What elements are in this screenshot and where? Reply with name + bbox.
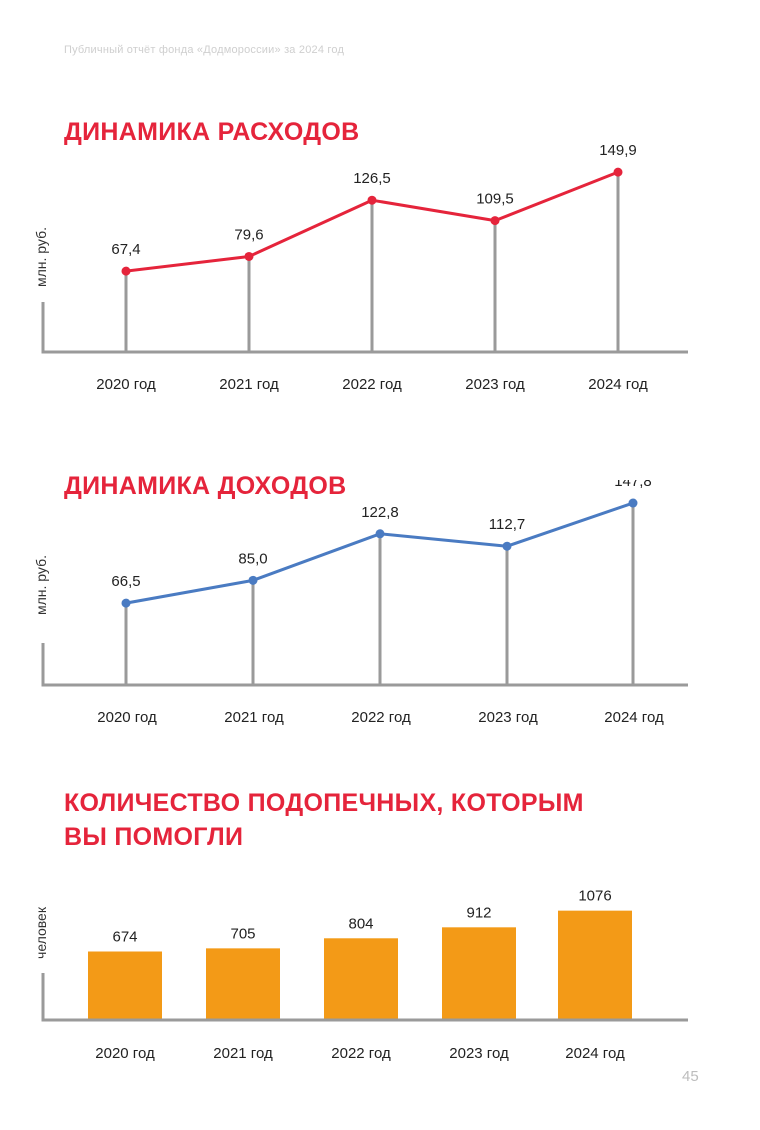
wards-x-tick-label: 2024 год <box>565 1045 625 1062</box>
wards-x-tick-label: 2023 год <box>449 1045 509 1062</box>
income-value-label: 66,5 <box>111 573 140 590</box>
income-value-label: 85,0 <box>238 550 267 567</box>
income-point <box>628 498 638 508</box>
income-y-label: млн. руб. <box>33 555 49 615</box>
income-value-label: 147,8 <box>614 480 652 490</box>
expenses-point <box>244 251 254 261</box>
income-x-tick-label: 2023 год <box>478 709 538 726</box>
wards-value-label: 804 <box>348 915 373 932</box>
wards-bar <box>206 948 280 1020</box>
report-header-note: Публичный отчёт фонда «Додмороссии» за 2… <box>64 44 345 56</box>
wards-value-label: 674 <box>112 929 137 946</box>
expenses-x-tick-label: 2024 год <box>588 376 648 393</box>
expenses-value-label: 126,5 <box>353 170 391 187</box>
expenses-value-label: 149,9 <box>599 142 637 159</box>
wards-bar <box>324 938 398 1020</box>
income-point <box>502 541 512 551</box>
wards-x-tick-label: 2020 год <box>95 1045 155 1062</box>
wards-x-tick-label: 2021 год <box>213 1045 273 1062</box>
expenses-point <box>121 266 131 276</box>
expenses-chart: млн. руб. 67,4 2020 год 79,6 2021 год 126,5 20… <box>33 142 688 393</box>
income-x-tick-label: 2020 год <box>97 709 157 726</box>
income-value-label: 112,7 <box>489 516 525 533</box>
expenses-point <box>613 167 623 177</box>
wards-bar <box>442 927 516 1020</box>
income-chart-title: ДИНАМИКА ДОХОДОВ <box>64 472 347 500</box>
expenses-x-tick-label: 2023 год <box>465 376 525 393</box>
wards-x-tick-label: 2022 год <box>331 1045 391 1062</box>
income-x-tick-label: 2024 год <box>604 709 664 726</box>
wards-chart-title: КОЛИЧЕСТВО ПОДОПЕЧНЫХ, КОТОРЫМ ВЫ ПОМОГЛ… <box>64 786 664 854</box>
wards-value-label: 1076 <box>578 888 611 905</box>
income-point <box>375 529 385 539</box>
expenses-value-label: 67,4 <box>111 241 140 258</box>
page-number: 45 <box>682 1068 699 1085</box>
wards-title-line-1: КОЛИЧЕСТВО ПОДОПЕЧНЫХ, КОТОРЫМ <box>64 789 584 817</box>
expenses-point <box>490 216 500 226</box>
expenses-x-tick-label: 2020 год <box>96 376 156 393</box>
expenses-value-label: 109,5 <box>476 191 514 208</box>
expenses-value-label: 79,6 <box>234 226 263 243</box>
wards-bar <box>88 951 162 1020</box>
wards-chart: человек 674 2020 год 705 2021 год 804 2022 год… <box>33 888 688 1062</box>
expenses-x-tick-label: 2021 год <box>219 376 279 393</box>
expenses-y-label: млн. руб. <box>33 227 49 287</box>
expenses-point <box>367 195 377 205</box>
wards-value-label: 912 <box>466 904 491 921</box>
wards-title-line-2: ВЫ ПОМОГЛИ <box>64 823 244 851</box>
income-point <box>248 575 258 585</box>
income-x-tick-label: 2022 год <box>351 709 411 726</box>
wards-y-label: человек <box>33 906 49 959</box>
income-chart: млн. руб. 66,5 2020 год 85,0 2021 год 122,8 20… <box>33 480 688 726</box>
wards-value-label: 705 <box>230 925 255 942</box>
expenses-x-tick-label: 2022 год <box>342 376 402 393</box>
income-x-tick-label: 2021 год <box>224 709 284 726</box>
income-value-label: 122,8 <box>361 504 399 521</box>
expenses-chart-title: ДИНАМИКА РАСХОДОВ <box>64 118 360 146</box>
wards-bar <box>558 910 632 1020</box>
income-point <box>121 598 131 608</box>
